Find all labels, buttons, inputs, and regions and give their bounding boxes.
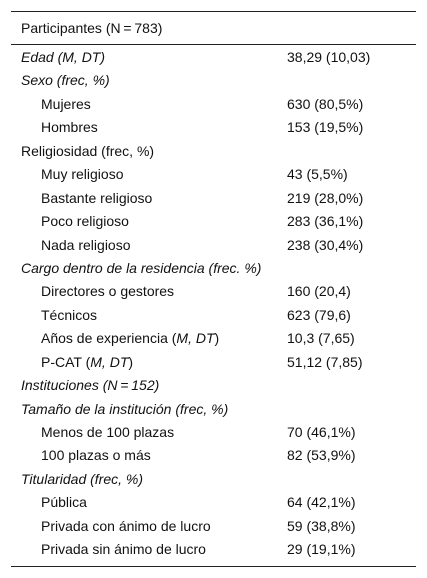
row-label: Edad (M, DT) xyxy=(21,49,106,65)
row-label: Muy religioso xyxy=(41,166,124,183)
table-row: Pública 64 (42,1%) xyxy=(11,491,416,514)
row-label: Sexo (frec, %) xyxy=(21,72,110,89)
table-row: Bastante religioso 219 (28,0%) xyxy=(11,187,416,210)
row-value: 51,12 (7,85) xyxy=(287,353,363,370)
table-row: Menos de 100 plazas 70 (46,1%) xyxy=(11,421,416,444)
row-value: 59 (38,8%) xyxy=(287,517,356,534)
row-label: Privada sin ánimo de lucro xyxy=(41,541,206,558)
row-value: 630 (80,5%) xyxy=(287,95,364,112)
table-row: Tamaño de la institución (frec, %) xyxy=(11,398,416,421)
row-label: Nada religioso xyxy=(41,236,131,253)
row-label: Pública xyxy=(41,494,87,511)
row-value: 29 (19,1%) xyxy=(287,541,356,558)
row-label: Titularidad (frec, %) xyxy=(21,470,144,487)
table-body: Edad (M, DT) 38,29 (10,03) Sexo (frec, %) M… xyxy=(11,45,416,566)
row-value: 64 (42,1%) xyxy=(287,494,356,511)
row-value: 153 (19,5%) xyxy=(287,119,364,136)
row-label: Hombres xyxy=(41,119,98,136)
row-label: Menos de 100 plazas xyxy=(41,424,175,440)
row-label: Bastante religioso xyxy=(41,189,153,206)
row-value: 283 (36,1%) xyxy=(287,213,364,230)
table-row: Privada sin ánimo de lucro 29 (19,1%) xyxy=(11,538,416,561)
table-row: Privada con ánimo de lucro 59 (38,8%) xyxy=(11,515,416,538)
row-value: 43 (5,5%) xyxy=(287,166,348,183)
table-row: Sexo (frec, %) xyxy=(11,69,416,92)
row-label: Tamaño de la institución (frec, %) xyxy=(21,400,229,417)
table-row: Directores o gestores 160 (20,4) xyxy=(11,280,416,303)
row-value: 160 (20,4) xyxy=(287,283,351,300)
table-row: Años de experiencia (M, DT) 10,3 (7,65) xyxy=(11,327,416,350)
row-label: 100 plazas o más xyxy=(41,447,151,464)
row-value: 82 (53,9%) xyxy=(287,447,356,464)
table-header: Participantes (N = 783) xyxy=(11,12,416,45)
row-label: Instituciones (N = 152) xyxy=(21,377,160,394)
table-row: Técnicos 623 (79,6) xyxy=(11,304,416,327)
row-label: P-CAT (M, DT) xyxy=(41,353,134,370)
row-label: Técnicos xyxy=(41,306,98,323)
row-label: Directores o gestores xyxy=(41,283,175,300)
table-row: Nada religioso 238 (30,4%) xyxy=(11,234,416,257)
row-value: 38,29 (10,03) xyxy=(287,49,371,65)
row-value: 70 (46,1%) xyxy=(287,424,356,440)
row-label: Cargo dentro de la residencia (frec. %) xyxy=(21,259,262,276)
row-label: Mujeres xyxy=(41,95,91,112)
row-value: 238 (30,4%) xyxy=(287,236,364,253)
row-label: Años de experiencia (M, DT) xyxy=(41,330,220,347)
row-value: 10,3 (7,65) xyxy=(287,330,355,347)
table-row: Instituciones (N = 152) xyxy=(11,374,416,397)
table-row: Edad (M, DT) 38,29 (10,03) xyxy=(11,46,416,69)
participants-table: Participantes (N = 783) Edad (M, DT) 38,2… xyxy=(11,11,416,567)
table-row: 100 plazas o más 82 (53,9%) xyxy=(11,444,416,467)
table-row: P-CAT (M, DT) 51,12 (7,85) xyxy=(11,351,416,374)
row-value: 219 (28,0%) xyxy=(287,189,364,206)
table-row: Poco religioso 283 (36,1%) xyxy=(11,210,416,233)
table-row: Muy religioso 43 (5,5%) xyxy=(11,163,416,186)
table-row: Hombres 153 (19,5%) xyxy=(11,116,416,139)
table-header-label: Participantes (N = 783) xyxy=(21,20,163,36)
table-row: Cargo dentro de la residencia (frec. %) xyxy=(11,257,416,280)
row-value: 623 (79,6) xyxy=(287,306,351,323)
table-row: Religiosidad (frec, %) xyxy=(11,140,416,163)
row-label: Privada con ánimo de lucro xyxy=(41,517,211,534)
row-label: Poco religioso xyxy=(41,213,129,230)
table-row: Mujeres 630 (80,5%) xyxy=(11,93,416,116)
table-row: Titularidad (frec, %) xyxy=(11,468,416,491)
row-label: Religiosidad (frec, %) xyxy=(21,142,155,159)
